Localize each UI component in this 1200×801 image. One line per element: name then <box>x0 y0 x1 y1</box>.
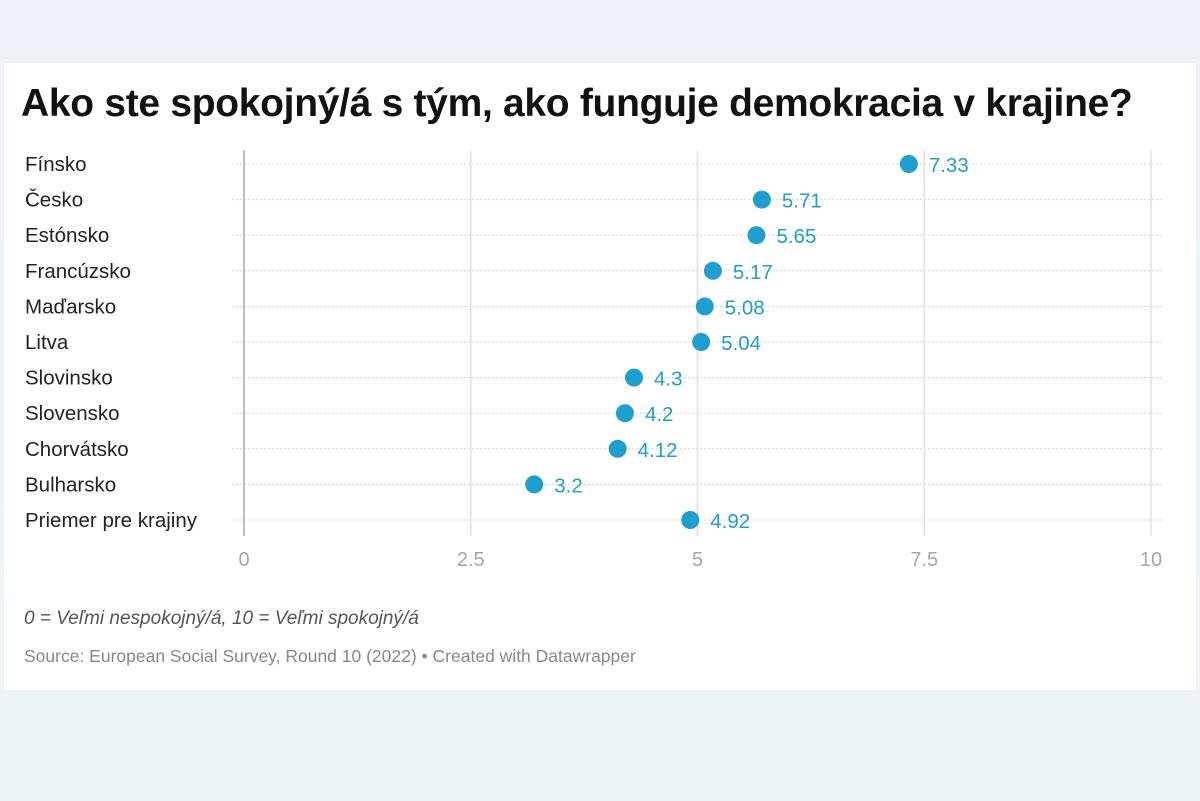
x-tick-label: 5 <box>692 549 703 571</box>
x-tick-label: 2.5 <box>457 549 485 571</box>
scale-note: 0 = Veľmi nespokojný/á, 10 = Veľmi spoko… <box>24 608 419 629</box>
value-label: 5.08 <box>725 296 765 319</box>
data-point <box>615 404 634 423</box>
value-label: 4.3 <box>654 368 683 391</box>
category-label: Chorvátsko <box>25 438 129 461</box>
data-point <box>695 297 714 316</box>
data-point <box>703 261 722 280</box>
data-point <box>681 511 700 529</box>
value-label: 4.92 <box>710 510 750 533</box>
value-label: 5.17 <box>733 261 773 284</box>
value-label: 4.12 <box>638 439 678 462</box>
chart-card <box>4 63 1196 690</box>
value-label: 5.65 <box>776 225 816 248</box>
chart-title: Ako ste spokojný/á s tým, ako funguje de… <box>21 82 1133 125</box>
value-label: 5.04 <box>721 332 761 355</box>
x-tick-label: 10 <box>1140 549 1162 571</box>
source-line: Source: European Social Survey, Round 10… <box>24 646 636 666</box>
category-label: Priemer pre krajiny <box>25 509 198 532</box>
value-label: 7.33 <box>929 154 969 177</box>
category-label: Maďarsko <box>25 295 116 318</box>
value-label: 5.71 <box>782 190 822 213</box>
category-label: Česko <box>25 189 83 212</box>
category-label: Bulharsko <box>25 473 116 496</box>
data-point <box>899 155 918 173</box>
data-point <box>608 439 627 458</box>
category-label: Slovinsko <box>25 367 113 390</box>
data-point <box>525 475 544 494</box>
data-point <box>625 368 644 387</box>
category-label: Litva <box>25 331 69 354</box>
data-point <box>692 333 711 351</box>
category-label: Estónsko <box>25 224 109 247</box>
value-label: 4.2 <box>645 403 674 426</box>
x-tick-label: 0 <box>238 549 249 571</box>
value-label: 3.2 <box>554 474 583 497</box>
data-point <box>752 190 771 209</box>
category-label: Fínsko <box>25 153 87 176</box>
category-label: Francúzsko <box>25 260 131 283</box>
x-tick-label: 7.5 <box>910 549 938 571</box>
category-label: Slovensko <box>25 402 120 425</box>
data-point <box>747 226 766 245</box>
